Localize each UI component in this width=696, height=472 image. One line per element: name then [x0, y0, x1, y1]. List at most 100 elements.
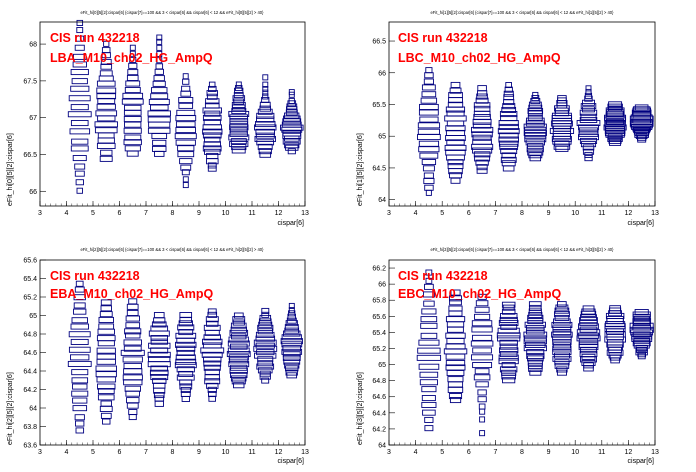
data-box	[122, 92, 144, 99]
data-box	[288, 310, 296, 317]
data-box	[527, 314, 544, 321]
y-tick-label: 68	[29, 42, 37, 49]
data-box	[472, 118, 492, 125]
data-box	[204, 136, 221, 143]
data-box	[126, 74, 139, 81]
data-box	[577, 332, 600, 339]
data-box	[445, 332, 466, 339]
data-box	[96, 335, 116, 342]
data-box	[96, 376, 117, 383]
data-box	[500, 156, 517, 163]
data-box	[527, 114, 543, 121]
data-box	[498, 132, 519, 139]
data-box	[552, 348, 572, 355]
data-box	[581, 106, 595, 113]
data-box	[156, 50, 163, 57]
data-box	[632, 311, 651, 318]
data-box	[261, 307, 270, 314]
data-box	[204, 368, 220, 375]
data-box	[287, 148, 296, 155]
data-box	[418, 109, 439, 116]
data-box	[478, 403, 486, 410]
data-box	[449, 299, 462, 306]
x-tick-label: 5	[440, 449, 444, 456]
data-box	[288, 302, 295, 309]
data-box	[229, 130, 248, 137]
channel-annotation: EBC_M10_ch02_HG_AmpQ	[398, 287, 562, 301]
data-box	[180, 90, 192, 97]
data-box	[579, 116, 598, 123]
data-box	[530, 98, 541, 105]
data-box	[179, 316, 192, 323]
data-box	[445, 316, 466, 323]
data-box	[262, 89, 269, 96]
data-box	[201, 351, 223, 358]
y-tick-label: 64	[29, 406, 37, 413]
data-box	[422, 165, 435, 172]
data-box	[424, 416, 434, 423]
data-box	[473, 102, 491, 109]
data-box	[257, 324, 274, 331]
data-box	[257, 367, 273, 374]
data-box	[474, 313, 491, 320]
data-box	[235, 85, 243, 92]
x-axis-label: cispar[6]	[628, 458, 655, 465]
y-tick-label: 64.8	[23, 332, 37, 339]
data-box	[477, 85, 487, 92]
data-box	[96, 87, 117, 94]
data-box	[421, 159, 437, 166]
data-box	[499, 366, 518, 373]
data-box	[445, 149, 466, 156]
data-box	[231, 333, 247, 340]
data-box	[420, 322, 438, 329]
data-box	[419, 103, 439, 110]
x-tick-label: 13	[301, 449, 309, 456]
data-box	[529, 369, 542, 376]
data-box	[262, 74, 269, 81]
data-box	[150, 325, 169, 332]
data-box	[552, 329, 572, 336]
data-box	[504, 86, 513, 93]
data-box	[605, 126, 625, 133]
data-box	[176, 366, 195, 373]
data-box	[229, 367, 248, 374]
chart-title: eFit_hi[3][5][2]:cispar[6] {cispar[7]==1…	[430, 247, 614, 252]
data-box	[585, 85, 592, 92]
data-box	[229, 329, 249, 336]
data-box	[75, 420, 85, 427]
data-box	[229, 124, 249, 131]
data-box	[99, 155, 113, 162]
data-box	[254, 124, 277, 131]
data-box	[497, 128, 520, 135]
data-box	[175, 341, 197, 348]
data-box	[148, 356, 171, 363]
data-box	[74, 163, 86, 170]
data-box	[503, 94, 515, 101]
data-box	[473, 105, 491, 112]
x-tick-label: 4	[65, 449, 69, 456]
data-box	[70, 120, 89, 127]
data-box	[473, 374, 491, 381]
data-box	[232, 319, 245, 326]
y-tick-label: 65.8	[372, 298, 386, 305]
data-box	[97, 383, 116, 390]
data-box	[76, 187, 83, 194]
data-box	[605, 109, 625, 116]
data-box	[253, 339, 277, 346]
data-box	[529, 304, 542, 311]
data-box	[126, 402, 139, 409]
data-box	[153, 312, 165, 319]
y-tick-label: 64.4	[372, 410, 386, 417]
data-box	[124, 145, 141, 152]
data-box	[579, 350, 598, 357]
data-box	[124, 134, 142, 141]
x-tick-label: 12	[625, 449, 633, 456]
data-box	[555, 304, 569, 311]
x-tick-label: 8	[520, 210, 524, 217]
x-tick-label: 12	[275, 449, 283, 456]
data-box	[177, 151, 195, 158]
data-box	[445, 360, 466, 367]
data-box	[425, 67, 433, 74]
x-tick-label: 7	[493, 449, 497, 456]
data-box	[255, 331, 275, 338]
